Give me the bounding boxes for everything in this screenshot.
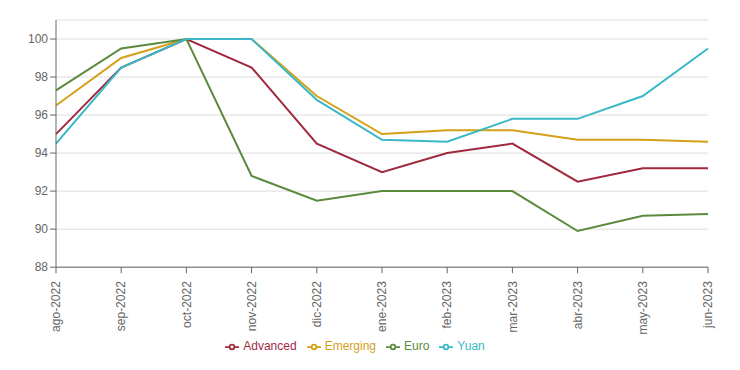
svg-text:abr-2023: abr-2023: [571, 281, 585, 329]
html-text:Yuan: Yuan: [457, 339, 485, 354]
html-text:Advanced: Advanced: [243, 339, 297, 354]
svg-text:nov-2022: nov-2022: [245, 281, 259, 331]
svg-text:feb-2023: feb-2023: [440, 281, 454, 329]
svg-text:dic-2022: dic-2022: [310, 281, 324, 327]
svg-text:mar-2023: mar-2023: [506, 281, 520, 333]
svg-text:oct-2022: oct-2022: [180, 281, 194, 328]
svg-text:sep-2022: sep-2022: [114, 281, 128, 331]
svg-text:ene-2023: ene-2023: [375, 281, 389, 332]
svg-text:may-2023: may-2023: [636, 281, 650, 335]
svg-text:jun-2023: jun-2023: [701, 281, 715, 329]
svg-text:88: 88: [35, 260, 49, 274]
html-text:Emerging: Emerging: [324, 339, 376, 354]
html-text:Euro: Euro: [404, 339, 430, 354]
svg-text:98: 98: [35, 70, 49, 84]
svg-text:100: 100: [28, 32, 48, 46]
svg-text:92: 92: [35, 184, 49, 198]
svg-text:ago-2022: ago-2022: [49, 281, 63, 332]
svg-text:96: 96: [35, 108, 49, 122]
svg-text:90: 90: [35, 222, 49, 236]
svg-text:94: 94: [35, 146, 49, 160]
